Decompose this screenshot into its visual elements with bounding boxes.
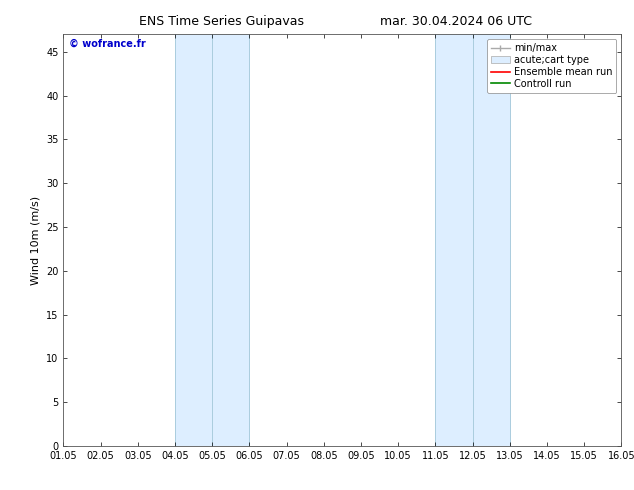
Text: mar. 30.04.2024 06 UTC: mar. 30.04.2024 06 UTC — [380, 15, 533, 28]
Text: © wofrance.fr: © wofrance.fr — [69, 38, 146, 49]
Bar — [175, 34, 249, 446]
Text: ENS Time Series Guipavas: ENS Time Series Guipavas — [139, 15, 304, 28]
Y-axis label: Wind 10m (m/s): Wind 10m (m/s) — [30, 196, 41, 285]
Bar — [436, 34, 510, 446]
Legend: min/max, acute;cart type, Ensemble mean run, Controll run: min/max, acute;cart type, Ensemble mean … — [487, 39, 616, 93]
